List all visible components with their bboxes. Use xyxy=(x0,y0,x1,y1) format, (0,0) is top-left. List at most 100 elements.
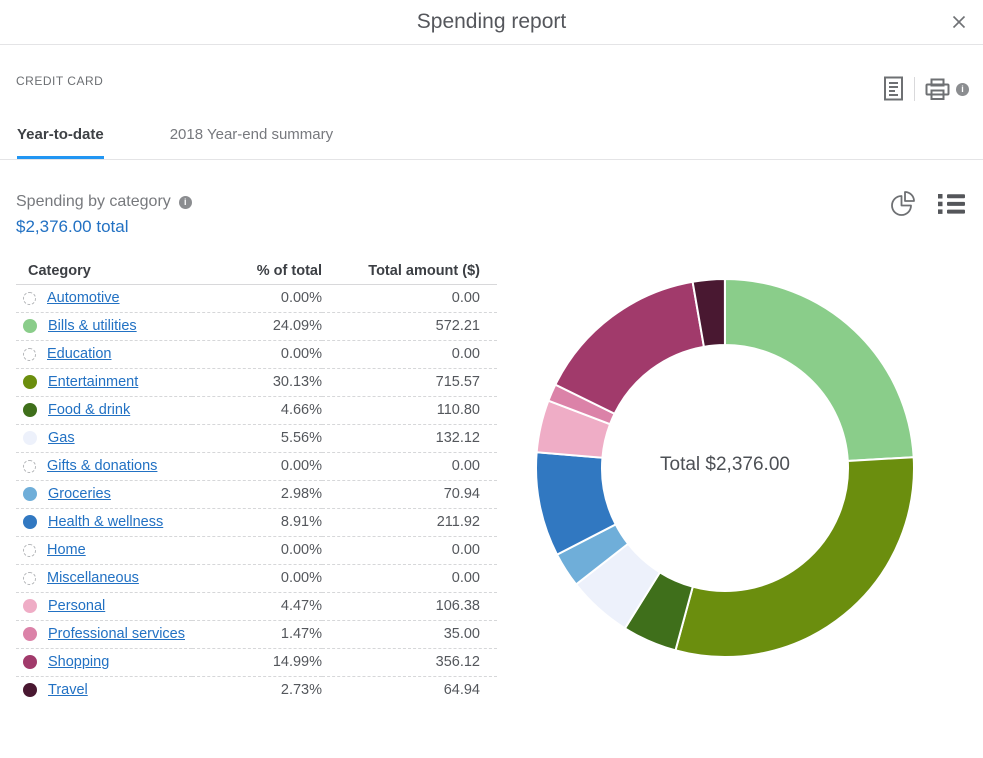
category-color-dot xyxy=(23,515,37,529)
category-percent: 2.73% xyxy=(280,682,322,699)
category-amount: 70.94 xyxy=(322,480,497,509)
category-amount: 35.00 xyxy=(322,620,497,649)
category-amount: 0.00 xyxy=(322,452,497,481)
category-color-dot xyxy=(23,375,37,389)
document-report-icon[interactable] xyxy=(883,76,904,107)
category-color-dot xyxy=(23,291,36,305)
pie-chart-view-icon[interactable] xyxy=(890,190,916,222)
category-link[interactable]: Home xyxy=(47,542,86,558)
category-color-dot xyxy=(23,543,36,557)
category-color-dot xyxy=(23,627,37,641)
toolbar-divider xyxy=(914,77,915,101)
category-color-dot xyxy=(23,319,37,333)
table-row: Professional services 1.47% 35.00 xyxy=(16,620,497,649)
category-color-dot xyxy=(23,655,37,669)
category-percent: 30.13% xyxy=(192,368,322,397)
table-header-row: Category % of total Total amount ($) xyxy=(16,258,497,285)
category-amount: 715.57 xyxy=(322,368,497,397)
category-color-dot xyxy=(23,431,37,445)
table-row: Groceries 2.98% 70.94 xyxy=(16,480,497,509)
category-link[interactable]: Bills & utilities xyxy=(48,318,137,334)
section-title-row: Spending by category i xyxy=(16,193,192,211)
table-row: Home 0.00% 0.00 xyxy=(16,536,497,565)
donut-svg xyxy=(535,277,915,658)
table-row: Entertainment 30.13% 715.57 xyxy=(16,368,497,397)
category-amount: 106.38 xyxy=(322,592,497,621)
table-row: Education 0.00% 0.00 xyxy=(16,340,497,369)
category-link[interactable]: Travel xyxy=(48,682,88,699)
category-link[interactable]: Shopping xyxy=(48,654,110,670)
category-amount: 110.80 xyxy=(322,396,497,425)
spending-donut-chart: Total $2,376.00 xyxy=(523,266,927,670)
tab-year-to-date[interactable]: Year-to-date xyxy=(17,126,104,160)
donut-slice[interactable] xyxy=(554,280,706,416)
printer-icon[interactable] xyxy=(925,78,950,106)
category-link[interactable]: Health & wellness xyxy=(48,514,164,530)
category-link[interactable]: Education xyxy=(47,346,112,362)
category-percent: 1.47% xyxy=(192,620,322,649)
category-percent: 4.47% xyxy=(192,592,322,621)
category-link[interactable]: Personal xyxy=(48,598,106,614)
table-row: Personal 4.47% 106.38 xyxy=(16,592,497,621)
category-amount: 211.92 xyxy=(322,508,497,537)
category-percent: 4.66% xyxy=(192,396,322,425)
category-link[interactable]: Entertainment xyxy=(48,374,139,390)
category-amount: 356.12 xyxy=(322,648,497,677)
category-color-dot xyxy=(23,347,36,361)
report-tabs: Year-to-date 2018 Year-end summary xyxy=(17,126,333,160)
table-row: Travel 2.73% 64.94 xyxy=(16,676,497,704)
category-amount: 0.00 xyxy=(322,564,497,593)
category-link[interactable]: Automotive xyxy=(47,290,120,306)
view-toggle xyxy=(890,190,965,222)
modal-title-bar: Spending report xyxy=(0,0,983,45)
category-color-dot xyxy=(23,487,37,501)
close-icon xyxy=(952,15,966,29)
category-link[interactable]: Gifts & donations xyxy=(47,458,158,474)
table-row: Miscellaneous 0.00% 0.00 xyxy=(16,564,497,593)
category-percent: 8.91% xyxy=(192,508,322,537)
close-button[interactable] xyxy=(947,10,971,34)
donut-slice[interactable] xyxy=(691,277,726,348)
category-amount: 0.00 xyxy=(322,340,497,369)
list-view-icon[interactable] xyxy=(938,193,965,220)
donut-slice[interactable] xyxy=(674,456,915,658)
category-amount: 572.21 xyxy=(322,312,497,341)
table-row: Food & drink 4.66% 110.80 xyxy=(16,396,497,425)
category-color-dot xyxy=(23,459,36,473)
table-row: Bills & utilities 24.09% 572.21 xyxy=(16,312,497,341)
category-color-dot xyxy=(23,403,37,417)
section-title: Spending by category xyxy=(16,193,171,210)
section-info-icon[interactable]: i xyxy=(178,195,192,209)
category-percent: 24.09% xyxy=(192,312,322,341)
category-percent: 14.99% xyxy=(192,648,322,677)
category-color-dot xyxy=(23,571,36,585)
category-percent: 0.00% xyxy=(192,284,322,313)
category-link[interactable]: Professional services xyxy=(48,626,185,642)
category-link[interactable]: Gas xyxy=(48,430,75,446)
category-link[interactable]: Groceries xyxy=(48,486,111,502)
category-amount: 64.94 xyxy=(443,682,480,699)
column-header-percent: % of total xyxy=(192,258,322,285)
category-link[interactable]: Miscellaneous xyxy=(47,570,139,586)
modal-title: Spending report xyxy=(416,10,567,33)
table-row: Shopping 14.99% 356.12 xyxy=(16,648,497,677)
account-label: CREDIT CARD xyxy=(16,74,104,88)
category-table: Category % of total Total amount ($) Aut… xyxy=(16,258,497,704)
category-amount: 0.00 xyxy=(322,284,497,313)
donut-slice[interactable] xyxy=(724,277,915,463)
total-spending-link[interactable]: $2,376.00 total xyxy=(16,217,129,236)
category-percent: 5.56% xyxy=(192,424,322,453)
category-percent: 0.00% xyxy=(192,536,322,565)
tabs-divider xyxy=(0,159,983,160)
category-percent: 2.98% xyxy=(192,480,322,509)
category-color-dot xyxy=(23,683,37,698)
print-info-icon[interactable]: i xyxy=(956,83,969,96)
category-amount: 0.00 xyxy=(322,536,497,565)
category-link[interactable]: Food & drink xyxy=(48,402,131,418)
column-header-category: Category xyxy=(16,258,192,285)
table-row: Health & wellness 8.91% 211.92 xyxy=(16,508,497,537)
tab-year-end-summary[interactable]: 2018 Year-end summary xyxy=(169,126,334,143)
category-percent: 0.00% xyxy=(192,564,322,593)
table-row: Gas 5.56% 132.12 xyxy=(16,424,497,453)
